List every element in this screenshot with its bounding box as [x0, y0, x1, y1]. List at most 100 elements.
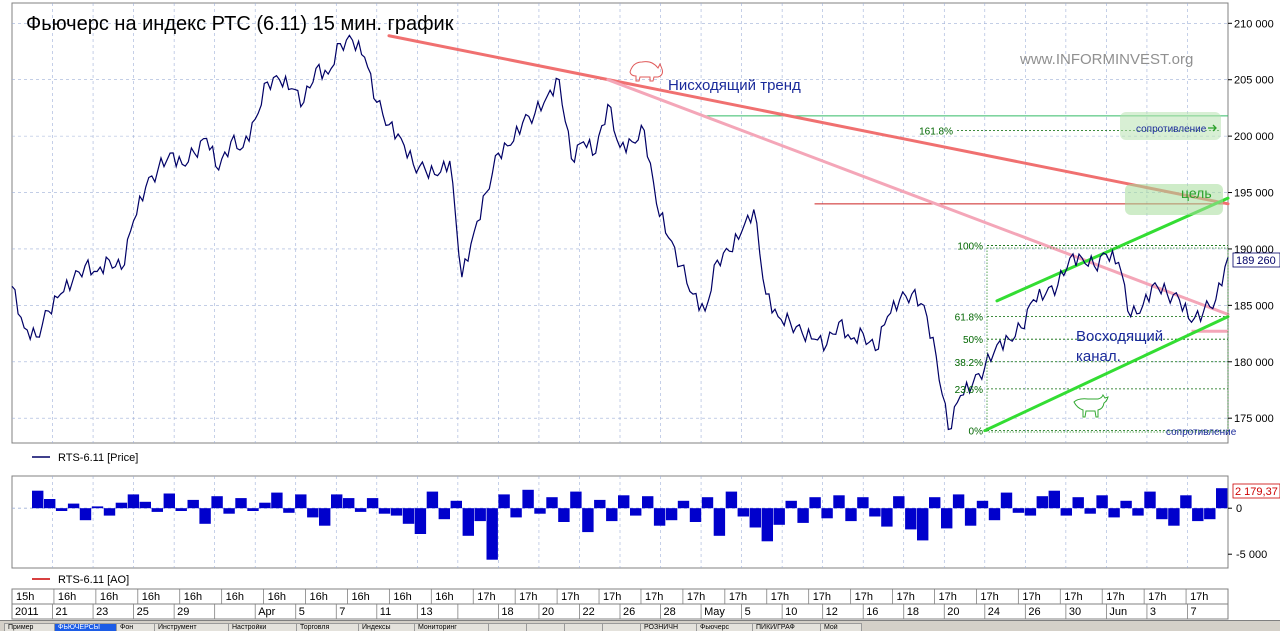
ao-bar: [152, 508, 163, 512]
time-date-label: 16: [866, 606, 878, 618]
ao-bar: [594, 500, 605, 508]
time-hour-label: 16h: [393, 591, 411, 603]
ao-bar: [630, 508, 641, 515]
ao-bar: [1144, 492, 1155, 509]
time-date-label: 7: [339, 606, 345, 618]
ao-bar: [379, 508, 390, 514]
ao-bar: [92, 506, 103, 508]
downtrend-label: Нисходящий тренд: [668, 77, 801, 94]
ao-axis: 0-5 000: [1228, 503, 1267, 561]
ao-bar: [415, 508, 426, 534]
resistance-label-bottom: сопротивление: [1166, 427, 1237, 438]
ao-bar: [570, 492, 581, 509]
ao-bar: [403, 508, 414, 524]
time-date-label: 10: [785, 606, 797, 618]
time-date-label: 5: [299, 606, 305, 618]
time-date-label: 7: [1190, 606, 1196, 618]
y-tick-label: 185 000: [1234, 300, 1274, 312]
fib-level-label: 61.8%: [955, 313, 983, 324]
time-date-label: 12: [826, 606, 838, 618]
ao-bar: [319, 508, 330, 526]
ao-bar: [1061, 508, 1072, 515]
ao-bar: [427, 492, 438, 509]
ao-bar: [833, 495, 844, 508]
time-hour-label: 17h: [855, 591, 873, 603]
ao-bar: [546, 497, 557, 508]
sheet-tab-strip: ПримерФЬЮЧЕРСЫФонИнструментНастройкиТорг…: [0, 620, 1280, 631]
time-hour-label: 15h: [16, 591, 34, 603]
time-hour-label: 17h: [687, 591, 705, 603]
time-date-label: 26: [1028, 606, 1040, 618]
time-date-label: 30: [1069, 606, 1081, 618]
fib-level-label: 50%: [963, 335, 983, 346]
ao-bar: [678, 501, 689, 508]
ao-bar: [654, 508, 665, 526]
time-hour-label: 16h: [58, 591, 76, 603]
ao-bar: [32, 491, 43, 509]
ao-bar: [1085, 508, 1096, 514]
ao-bar: [1216, 488, 1227, 508]
time-hour-label: 17h: [1064, 591, 1082, 603]
time-hour-label: 17h: [477, 591, 495, 603]
y-tick-label: 180 000: [1234, 357, 1274, 369]
ao-bar: [307, 508, 318, 517]
price-axis: 210 000205 000200 000195 000190 000185 0…: [1228, 18, 1274, 425]
ao-bar: [582, 508, 593, 532]
ao-bar: [1180, 495, 1191, 508]
time-hour-label: 16h: [184, 591, 202, 603]
ao-bar: [247, 508, 258, 511]
ao-bar: [44, 499, 55, 508]
ao-bar: [786, 501, 797, 508]
ao-bar: [1096, 495, 1107, 508]
ao-bar: [1013, 508, 1024, 513]
target-label: цель: [1181, 185, 1212, 201]
ao-bar: [821, 508, 832, 518]
ao-bar: [475, 508, 486, 521]
ao-bar: [1001, 493, 1012, 509]
fib-level-label: 161.8%: [919, 126, 953, 137]
time-hour-label: 17h: [603, 591, 621, 603]
time-date-label: 5: [745, 606, 751, 618]
watermark: www.INFORMINVEST.org: [1019, 51, 1193, 68]
time-hour-label: 17h: [813, 591, 831, 603]
time-hour-label: 16h: [226, 591, 244, 603]
ao-bar: [56, 508, 67, 511]
ao-bar: [762, 508, 773, 541]
time-hour-label: 17h: [1106, 591, 1124, 603]
ao-bar: [714, 508, 725, 536]
ao-bar: [1192, 508, 1203, 521]
time-hour-label: 17h: [938, 591, 956, 603]
ao-bar: [343, 498, 354, 508]
chart-title: Фьючерс на индекс РТС (6.11) 15 мин. гра…: [26, 13, 454, 35]
time-date-label: 20: [542, 606, 554, 618]
fib-level-label: 0%: [969, 427, 984, 438]
ao-bar: [211, 496, 222, 508]
y-tick-label: 205 000: [1234, 75, 1274, 87]
time-hour-label: 17h: [729, 591, 747, 603]
resistance-label-top: сопротивление: [1136, 124, 1207, 135]
channel-label-2: канал.: [1076, 348, 1121, 365]
ao-bar: [80, 508, 91, 520]
ao-bar: [199, 508, 210, 524]
ao-bar: [116, 503, 127, 509]
price-legend: RTS-6.11 [Price]: [32, 452, 138, 464]
ao-bar: [738, 508, 749, 516]
time-hour-label: 17h: [771, 591, 789, 603]
ao-bar: [929, 497, 940, 508]
time-hour-label: 17h: [519, 591, 537, 603]
ao-bar: [606, 508, 617, 521]
time-hour-label: 17h: [561, 591, 579, 603]
ao-bar: [1132, 508, 1143, 515]
ao-bar: [176, 508, 187, 511]
ao-bar: [1204, 508, 1215, 519]
time-date-label: 2011: [15, 606, 39, 618]
ao-bar: [188, 500, 199, 508]
time-hour-label: 16h: [100, 591, 118, 603]
ao-legend: RTS-6.11 [AO]: [32, 574, 129, 586]
time-hour-label: 16h: [310, 591, 328, 603]
ao-bar: [140, 502, 151, 508]
ao-bar: [510, 508, 521, 517]
ao-bar: [1156, 508, 1167, 519]
ao-bar: [487, 508, 498, 560]
